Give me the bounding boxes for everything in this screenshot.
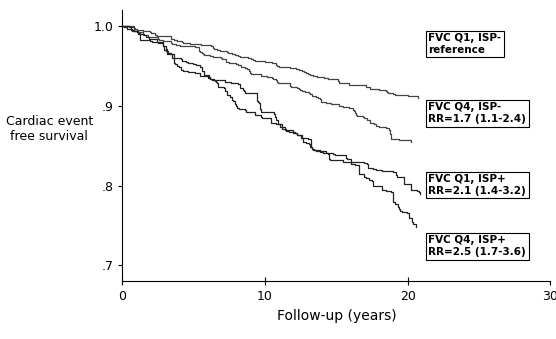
X-axis label: Follow-up (years): Follow-up (years) xyxy=(276,309,396,323)
Text: FVC Q4, ISP-
RR=1.7 (1.1-2.4): FVC Q4, ISP- RR=1.7 (1.1-2.4) xyxy=(429,102,527,124)
Text: FVC Q1, ISP-
reference: FVC Q1, ISP- reference xyxy=(429,33,502,55)
Text: Cardiac event
free survival: Cardiac event free survival xyxy=(6,115,93,143)
Text: FVC Q4, ISP+
RR=2.5 (1.7-3.6): FVC Q4, ISP+ RR=2.5 (1.7-3.6) xyxy=(429,235,526,257)
Text: FVC Q1, ISP+
RR=2.1 (1.4-3.2): FVC Q1, ISP+ RR=2.1 (1.4-3.2) xyxy=(429,174,526,196)
